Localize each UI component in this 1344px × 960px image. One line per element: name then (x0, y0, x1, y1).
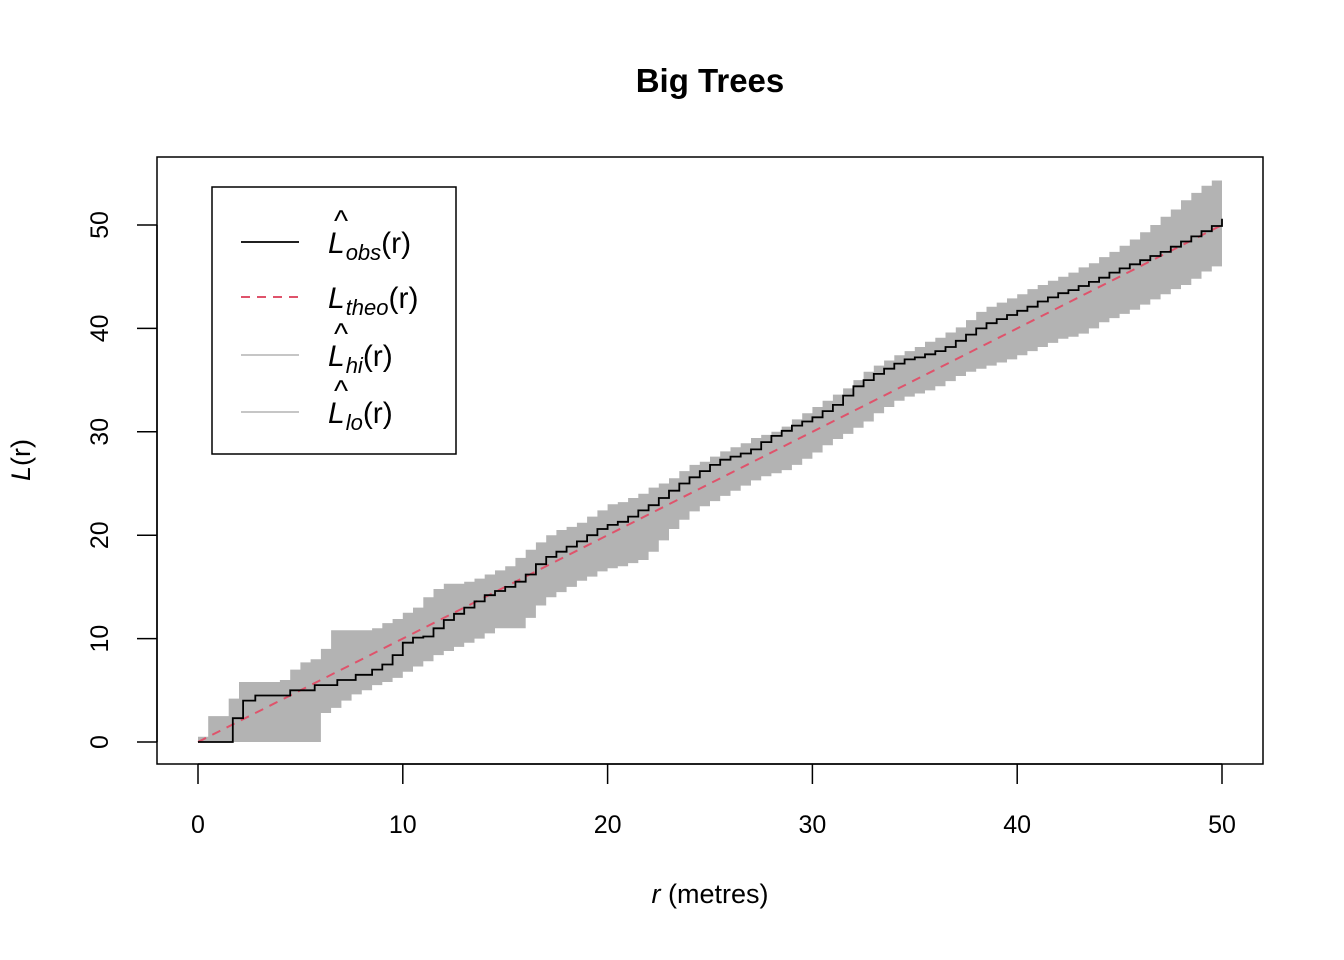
legend-label-obs: Lobs(r) (328, 227, 411, 265)
legend: Lobs(r)^Ltheo(r)Lhi(r)^Llo(r)^ (211, 186, 457, 455)
x-axis-label: r (metres) (652, 879, 769, 909)
x-tick-label-50: 50 (1208, 811, 1236, 839)
chart-title: Big Trees (636, 62, 785, 99)
y-tick-label-40: 40 (86, 314, 114, 342)
legend-box (211, 186, 457, 455)
legend-hat-lo: ^ (334, 375, 348, 408)
x-tick-label-30: 30 (798, 811, 826, 839)
x-axis-label-var: r (652, 879, 662, 909)
envelope-band (198, 178, 1222, 742)
x-tick-label-40: 40 (1003, 811, 1031, 839)
legend-label-hi: Lhi(r) (328, 340, 393, 378)
y-tick-label-50: 50 (86, 211, 114, 239)
obs-line (198, 218, 1223, 743)
x-tick-label-10: 10 (389, 811, 417, 839)
legend-label-theo: Ltheo(r) (328, 282, 419, 320)
y-tick-label-0: 0 (86, 735, 114, 749)
legend-label-lo: Llo(r) (328, 397, 393, 435)
y-axis-label-arg: (r) (6, 439, 36, 466)
line-layer (197, 218, 1223, 743)
y-tick-label-20: 20 (86, 521, 114, 549)
x-axis: 0 10 20 30 40 50 (191, 763, 1236, 839)
y-axis-label-var: L (6, 466, 36, 481)
legend-hat-hi: ^ (334, 318, 348, 351)
x-tick-label-0: 0 (191, 811, 205, 839)
y-axis-label: L(r) (6, 439, 36, 481)
x-axis-label-unit: (metres) (661, 879, 769, 909)
legend-hat-obs: ^ (334, 205, 348, 238)
y-axis: 0 10 20 30 40 50 (86, 211, 158, 749)
envelope-layer (198, 178, 1222, 742)
x-tick-label-20: 20 (594, 811, 622, 839)
y-tick-label-10: 10 (86, 625, 114, 653)
y-tick-label-30: 30 (86, 418, 114, 446)
